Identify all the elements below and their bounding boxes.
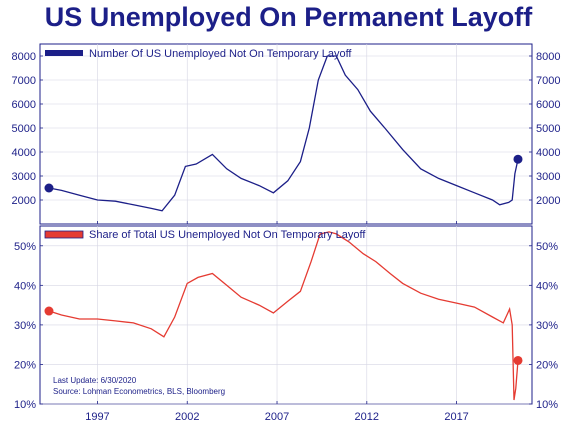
top-y-ticks: 2000 2000 3000 3000 4000 4000 5000 5000 6000 6000… bbox=[12, 51, 561, 207]
bottom-y-ticks: 10% 10% 20% 20% 30% 30% 40% 40% 50% 50% bbox=[14, 241, 558, 411]
top-start-marker bbox=[44, 183, 54, 193]
top-panel-frame bbox=[39, 43, 533, 225]
top-y-tick-label-left-6000: 6000 bbox=[12, 99, 36, 111]
note-source: Source: Lohman Econometrics, BLS, Bloomb… bbox=[53, 387, 225, 396]
series-line-share-unemployed bbox=[48, 231, 519, 401]
top-y-tick-label-left-3000: 3000 bbox=[12, 171, 36, 183]
chart-title: US Unemployed On Permanent Layoff bbox=[44, 2, 533, 32]
bottom-y-tick-label-left-10: 10% bbox=[14, 399, 36, 411]
bottom-y-tick-label-left-40: 40% bbox=[14, 280, 36, 292]
endpoint-markers bbox=[44, 154, 523, 365]
x-tick-label-2017: 2017 bbox=[444, 411, 468, 423]
top-end-marker bbox=[513, 154, 523, 164]
bottom-y-tick-label-right-20: 20% bbox=[536, 359, 558, 371]
top-y-tick-label-left-8000: 8000 bbox=[12, 51, 36, 63]
bottom-y-tick-label-right-10: 10% bbox=[536, 399, 558, 411]
top-y-tick-label-left-5000: 5000 bbox=[12, 123, 36, 135]
bottom-y-tick-label-left-30: 30% bbox=[14, 320, 36, 332]
top-y-tick-label-right-4000: 4000 bbox=[536, 147, 560, 159]
top-y-tick-label-right-3000: 3000 bbox=[536, 171, 560, 183]
bottom-y-tick-label-right-50: 50% bbox=[536, 241, 558, 253]
bottom-y-tick-label-right-30: 30% bbox=[536, 320, 558, 332]
series-line-number-unemployed bbox=[48, 55, 519, 212]
bottom-end-marker bbox=[513, 355, 523, 365]
legend-label-share: Share of Total US Unemployed Not On Temp… bbox=[89, 229, 366, 241]
x-tick-label-2007: 2007 bbox=[265, 411, 289, 423]
top-y-tick-label-right-6000: 6000 bbox=[536, 99, 560, 111]
top-grid bbox=[40, 44, 532, 224]
legend-label-number: Number Of US Unemployed Not On Temporary… bbox=[89, 48, 352, 60]
bottom-y-tick-label-left-50: 50% bbox=[14, 241, 36, 253]
x-tick-label-1997: 1997 bbox=[85, 411, 109, 423]
bottom-y-tick-label-left-20: 20% bbox=[14, 359, 36, 371]
bottom-y-tick-label-right-40: 40% bbox=[536, 280, 558, 292]
bottom-start-marker bbox=[44, 306, 54, 316]
legend-swatch-share bbox=[44, 230, 84, 239]
x-tick-label-2002: 2002 bbox=[175, 411, 199, 423]
top-y-tick-label-right-2000: 2000 bbox=[536, 195, 560, 207]
top-y-tick-label-right-8000: 8000 bbox=[536, 51, 560, 63]
top-y-tick-label-right-7000: 7000 bbox=[536, 75, 560, 87]
top-y-tick-label-left-4000: 4000 bbox=[12, 147, 36, 159]
x-axis-ticks: 1997 2002 2007 2012 2017 bbox=[85, 221, 469, 423]
x-tick-label-2012: 2012 bbox=[355, 411, 379, 423]
legend-swatch-number bbox=[45, 50, 83, 56]
top-y-tick-label-left-7000: 7000 bbox=[12, 75, 36, 87]
top-y-tick-label-left-2000: 2000 bbox=[12, 195, 36, 207]
top-y-tick-label-right-5000: 5000 bbox=[536, 123, 560, 135]
note-last-update: Last Update: 6/30/2020 bbox=[53, 376, 137, 385]
